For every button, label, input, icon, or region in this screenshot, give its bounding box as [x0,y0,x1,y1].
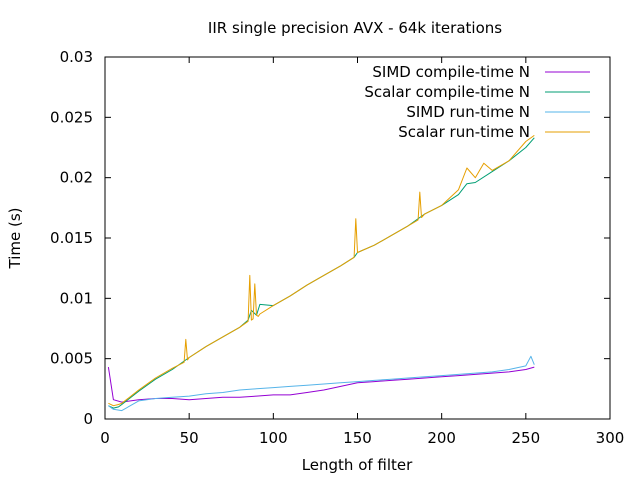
x-tick-label: 50 [180,429,199,447]
x-axis-ticks: 0 50 100 150 200 250 300 [100,57,624,447]
series-line-3 [108,355,535,412]
legend: SIMD compile-time N Scalar compile-time N… [364,63,590,141]
y-tick-label: 0.02 [60,169,93,187]
x-tick-label: 150 [343,429,372,447]
y-tick-label: 0.005 [50,350,93,368]
y-axis-ticks: 0 0.005 0.01 0.015 0.02 0.025 0.03 [50,48,610,428]
y-tick-label: 0.025 [50,108,93,126]
series-line-4 [108,134,535,407]
x-tick-label: 100 [259,429,288,447]
y-tick-label: 0.015 [50,229,93,247]
y-tick-label: 0 [83,410,93,428]
series-line-1 [107,366,535,403]
series-lines [107,134,535,412]
y-axis-title: Time (s) [6,208,24,270]
legend-label: SIMD run-time N [406,103,530,121]
y-tick-label: 0.03 [60,48,93,66]
chart-title: IIR single precision AVX - 64k iteration… [208,19,502,37]
x-tick-label: 250 [512,429,541,447]
x-tick-label: 200 [427,429,456,447]
x-tick-label: 300 [596,429,625,447]
series-line-2 [108,137,535,409]
legend-label: Scalar compile-time N [364,83,530,101]
legend-label: Scalar run-time N [398,123,530,141]
x-tick-label: 0 [100,429,110,447]
legend-label: SIMD compile-time N [372,63,530,81]
y-tick-label: 0.01 [60,289,93,307]
x-axis-title: Length of filter [302,456,413,474]
